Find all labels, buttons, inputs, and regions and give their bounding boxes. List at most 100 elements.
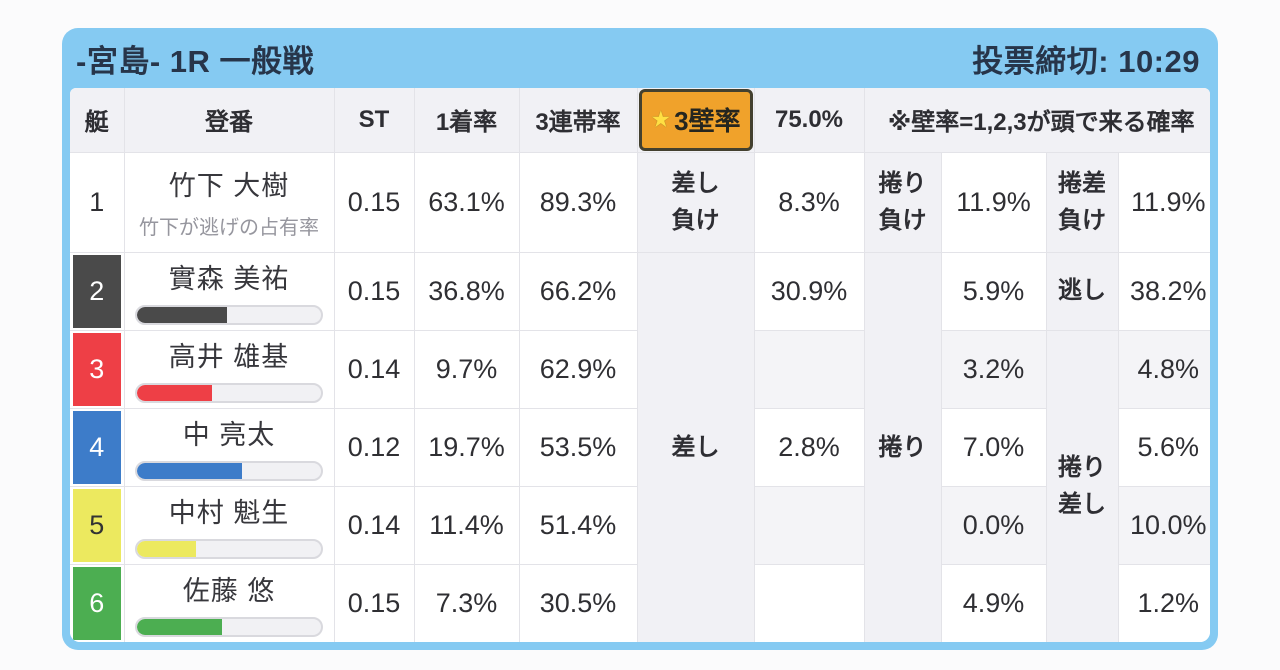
sashi-value: 30.9% <box>753 251 865 331</box>
tactic-label-makuri-make: 捲り 負け <box>863 151 942 253</box>
vote-deadline: 投票締切: 10:29 <box>972 43 1200 79</box>
table-row: 4 中 亮太 0.12 19.7% 53.5% 2.8% 7.0% 5.6% <box>70 407 1210 487</box>
table-row: 2 實森 美祐 0.15 36.8% 66.2% 差し 30.9% 捲り 5.9… <box>70 251 1210 642</box>
boat-number-cell: 3 <box>70 329 125 409</box>
racer-name: 中 亮太 <box>182 420 276 450</box>
racer-cell: 中村 魁生 <box>123 485 335 565</box>
top3-value: 66.2% <box>518 251 638 331</box>
racer-subtitle: 竹下が逃げの占有率 <box>139 217 319 239</box>
win1-value: 9.7% <box>413 329 520 409</box>
top3-value: 30.5% <box>518 563 638 642</box>
stat-bar-fill <box>137 385 213 401</box>
top3-value: 62.9% <box>518 329 638 409</box>
col-header-win1: 1着率 <box>413 88 520 153</box>
boat-number: 5 <box>73 488 121 562</box>
tactic-label-sashi-make: 差し 負け <box>636 151 755 253</box>
top3-value: 89.3% <box>518 151 638 253</box>
col-header-boat: 艇 <box>70 88 125 153</box>
stat-bar-fill <box>137 463 242 479</box>
stat-bar <box>135 461 323 481</box>
race-card: -宮島- 1R 一般戦 投票締切: 10:29 艇 登番 ST 1着率 3連帯率… <box>62 28 1218 650</box>
makuri-value: 4.9% <box>940 563 1047 642</box>
boat-number-cell: 6 <box>70 563 125 642</box>
stats-table: 艇 登番 ST 1着率 3連帯率 ★ 3壁率 75.0% ※壁率=1,2,3が頭… <box>70 88 1210 642</box>
win1-value: 7.3% <box>413 563 520 642</box>
stat-bar-fill <box>137 307 228 323</box>
win1-value: 11.4% <box>413 485 520 565</box>
sashi-value <box>753 329 865 409</box>
racer-cell: 佐藤 悠 <box>123 563 335 642</box>
sashi-value <box>753 485 865 565</box>
table-row: 5 中村 魁生 0.14 11.4% 51.4% 0.0% 10.0% <box>70 485 1210 565</box>
st-value: 0.14 <box>333 485 415 565</box>
makuri-value: 5.9% <box>940 251 1047 331</box>
col-header-top3: 3連帯率 <box>518 88 638 153</box>
third-value: 11.9% <box>1117 151 1210 253</box>
stat-bar <box>135 539 323 559</box>
stat-bar-fill <box>137 541 196 557</box>
makuri-value: 3.2% <box>940 329 1047 409</box>
racer-name: 高井 雄基 <box>168 342 290 372</box>
stat-bar <box>135 617 323 638</box>
tactic-label-makurizashi-make: 捲差 負け <box>1045 151 1119 253</box>
racer-cell: 實森 美祐 <box>123 251 335 331</box>
stat-bar <box>135 305 323 325</box>
tactic-label-sashi: 差し <box>636 251 755 642</box>
racer-name: 佐藤 悠 <box>182 576 276 607</box>
racer-cell: 高井 雄基 <box>123 329 335 409</box>
makuri-value: 0.0% <box>940 485 1047 565</box>
wall-rate-label: 3壁率 <box>674 106 741 137</box>
makuri-value: 7.0% <box>940 407 1047 487</box>
sashi-value <box>753 563 865 642</box>
boat-number-cell: 4 <box>70 407 125 487</box>
tactic-label-makuri: 捲り <box>863 251 942 642</box>
wall-rate-value: 75.0% <box>753 88 865 153</box>
sashi-value: 8.3% <box>753 151 865 253</box>
st-value: 0.14 <box>333 329 415 409</box>
wall-rate-note: ※壁率=1,2,3が頭で来る確率 <box>863 88 1210 153</box>
boat-number: 4 <box>73 410 121 484</box>
third-value: 38.2% <box>1117 251 1210 331</box>
third-value: 5.6% <box>1117 407 1210 487</box>
col-header-st: ST <box>333 88 415 153</box>
card-header: -宮島- 1R 一般戦 投票締切: 10:29 <box>62 28 1218 88</box>
st-value: 0.15 <box>333 151 415 253</box>
racer-name: 竹下 大樹 <box>168 171 290 201</box>
wall-rate-header-cell: ★ 3壁率 <box>636 88 755 153</box>
st-value: 0.12 <box>333 407 415 487</box>
racer-name: 實森 美祐 <box>168 264 290 294</box>
win1-value: 63.1% <box>413 151 520 253</box>
boat-number-cell: 1 <box>70 151 125 253</box>
table-row: 6 佐藤 悠 0.15 7.3% 30.5% 4.9% 1.2% <box>70 563 1210 642</box>
sashi-value: 2.8% <box>753 407 865 487</box>
win1-value: 19.7% <box>413 407 520 487</box>
col-header-entry: 登番 <box>123 88 335 153</box>
boat-number-cell: 5 <box>70 485 125 565</box>
makuri-value: 11.9% <box>940 151 1047 253</box>
stats-table-wrap: 艇 登番 ST 1着率 3連帯率 ★ 3壁率 75.0% ※壁率=1,2,3が頭… <box>70 88 1210 642</box>
table-row: 3 高井 雄基 0.14 9.7% 62.9% 3.2% 捲り <box>70 329 1210 642</box>
stat-bar <box>135 383 323 403</box>
boat-number: 1 <box>89 186 105 217</box>
win1-value: 36.8% <box>413 251 520 331</box>
st-value: 0.15 <box>333 563 415 642</box>
racer-cell: 竹下 大樹 竹下が逃げの占有率 <box>123 151 335 253</box>
racer-cell: 中 亮太 <box>123 407 335 487</box>
wall-rate-button[interactable]: ★ 3壁率 <box>638 89 753 151</box>
star-icon: ★ <box>650 106 672 133</box>
third-value: 4.8% <box>1117 329 1210 409</box>
boat-number-cell: 2 <box>70 251 125 331</box>
boat-number: 3 <box>73 332 121 406</box>
table-header-row: 艇 登番 ST 1着率 3連帯率 ★ 3壁率 75.0% ※壁率=1,2,3が頭… <box>70 88 1210 153</box>
top3-value: 53.5% <box>518 407 638 487</box>
third-value: 1.2% <box>1117 563 1210 642</box>
top3-value: 51.4% <box>518 485 638 565</box>
third-value: 10.0% <box>1117 485 1210 565</box>
stat-bar-fill <box>137 619 222 636</box>
table-row: 1 竹下 大樹 竹下が逃げの占有率 0.15 63.1% 89.3% 差し 負け… <box>70 151 1210 253</box>
racer-name: 中村 魁生 <box>168 498 290 528</box>
st-value: 0.15 <box>333 251 415 331</box>
tactic-label-nigashi: 逃し <box>1045 251 1119 331</box>
race-title: -宮島- 1R 一般戦 <box>76 43 314 79</box>
tactic-label-makurizashi: 捲り 差し <box>1045 329 1119 642</box>
